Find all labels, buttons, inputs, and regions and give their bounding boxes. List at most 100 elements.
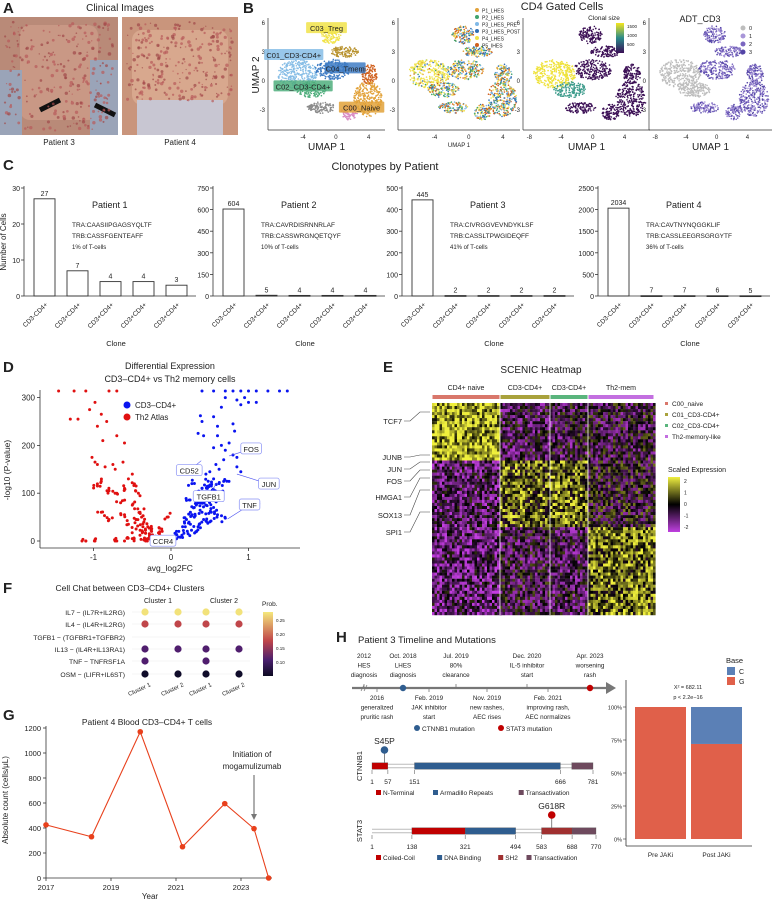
- rash-spot: [66, 125, 69, 128]
- umap-point: [586, 29, 589, 32]
- umap-point: [466, 32, 468, 34]
- rash-spot: [57, 34, 60, 37]
- umap-point: [606, 54, 608, 56]
- umap-point: [587, 35, 590, 37]
- umap-point: [502, 70, 504, 72]
- rash-spot: [71, 116, 76, 120]
- umap-point: [461, 34, 464, 37]
- umap-point: [608, 73, 610, 75]
- umap-point: [446, 69, 449, 71]
- umap-point: [568, 94, 571, 96]
- umap-point: [451, 90, 453, 92]
- umap-point: [556, 85, 559, 88]
- umap-point: [468, 32, 470, 35]
- rash-spot: [193, 86, 195, 89]
- umap-point: [552, 65, 555, 68]
- umap-point: [330, 41, 332, 43]
- umap-point: [571, 92, 574, 94]
- umap-point: [561, 62, 563, 65]
- umap-point: [311, 64, 314, 67]
- rash-spot: [212, 31, 216, 34]
- umap-point: [597, 71, 600, 74]
- rash-spot: [163, 91, 166, 94]
- rash-spot: [230, 73, 233, 77]
- umap-point: [503, 65, 505, 68]
- rash-spot: [225, 63, 229, 68]
- rash-spot: [35, 94, 38, 96]
- umap-point: [574, 76, 576, 79]
- umap-point: [561, 61, 564, 63]
- umap-point: [557, 89, 559, 92]
- umap-point: [578, 92, 580, 95]
- umap-point: [365, 84, 368, 87]
- umap-point: [369, 76, 372, 78]
- umap-point: [578, 71, 580, 73]
- umap-point: [299, 63, 302, 65]
- rash-spot: [176, 86, 180, 90]
- umap-point: [376, 91, 378, 93]
- umap-point: [359, 95, 361, 97]
- umap-point: [451, 72, 454, 75]
- umap-point: [315, 71, 318, 74]
- umap-point: [434, 75, 437, 78]
- rash-spot: [85, 54, 89, 58]
- umap-point: [492, 109, 495, 112]
- rash-spot: [156, 78, 160, 82]
- umap-point: [284, 66, 286, 69]
- umap-point: [504, 84, 507, 86]
- umap-point: [564, 76, 567, 78]
- umap-point: [319, 112, 322, 114]
- umap-point: [624, 81, 627, 84]
- umap-point: [637, 111, 640, 113]
- umap-point: [503, 102, 505, 105]
- umap-point: [330, 106, 333, 109]
- umap-point: [608, 68, 611, 70]
- umap-point: [448, 67, 451, 69]
- umap-point: [636, 107, 638, 110]
- umap-point: [321, 110, 323, 112]
- umap-point: [319, 75, 322, 77]
- umap-point: [553, 64, 556, 66]
- umap-point: [369, 96, 371, 99]
- umap-point: [479, 115, 482, 118]
- umap-point: [496, 75, 499, 77]
- umap-point: [457, 103, 459, 106]
- rash-spot: [188, 21, 191, 24]
- rash-spot: [193, 69, 195, 72]
- umap-point: [595, 50, 597, 52]
- rash-spot: [141, 93, 144, 96]
- umap-point: [624, 87, 627, 90]
- rash-spot: [160, 72, 164, 76]
- umap-x-label: UMAP 1: [448, 143, 471, 149]
- umap-point: [635, 76, 638, 78]
- umap-point: [302, 72, 305, 74]
- panel-label-b: B: [243, 0, 254, 17]
- umap-point: [599, 72, 602, 75]
- umap-y-tick: 0: [262, 79, 266, 85]
- umap-point: [309, 67, 312, 69]
- umap-point: [297, 67, 299, 70]
- umap-point: [597, 38, 599, 40]
- umap-point: [464, 33, 467, 36]
- umap-point: [431, 83, 433, 86]
- umap-point: [310, 104, 313, 107]
- umap-point: [484, 107, 486, 110]
- rash-spot: [54, 109, 58, 113]
- umap-point: [597, 54, 600, 56]
- rash-spot: [198, 81, 201, 84]
- umap-point: [321, 91, 324, 93]
- umap-point: [464, 69, 466, 71]
- umap-point: [443, 87, 446, 90]
- umap-point: [310, 76, 313, 79]
- umap-point: [424, 60, 427, 63]
- umap-point: [440, 82, 442, 85]
- rash-spot: [105, 101, 109, 105]
- rash-spot: [130, 78, 134, 83]
- umap-point: [438, 84, 441, 87]
- umap-point: [453, 65, 455, 67]
- umap-point: [445, 79, 447, 82]
- umap-point: [443, 82, 445, 85]
- umap-point: [627, 100, 629, 103]
- umap-point: [473, 64, 476, 66]
